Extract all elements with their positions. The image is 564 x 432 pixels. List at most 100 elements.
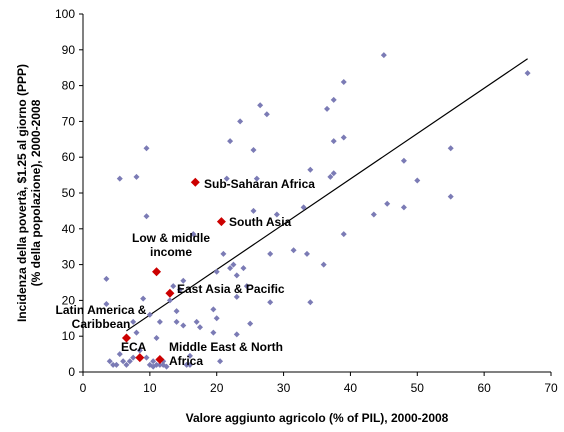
country-point bbox=[166, 297, 173, 304]
country-point bbox=[163, 363, 170, 370]
country-point bbox=[176, 286, 183, 293]
x-tick-label: 20 bbox=[210, 381, 224, 395]
country-point bbox=[400, 204, 407, 211]
region-label-line: ECA bbox=[121, 340, 147, 354]
country-point bbox=[210, 306, 217, 313]
x-tick-label: 60 bbox=[477, 381, 491, 395]
y-axis-title-line: Incidenza della povertà, $1.25 al giorno… bbox=[15, 64, 29, 322]
country-point bbox=[340, 79, 347, 86]
y-axis-title: Incidenza della povertà, $1.25 al giorno… bbox=[15, 64, 43, 322]
country-point bbox=[193, 318, 200, 325]
country-point bbox=[330, 138, 337, 145]
x-axis-title: Valore aggiunto agricolo (% of PIL), 200… bbox=[186, 411, 449, 425]
y-tick-label: 50 bbox=[62, 186, 76, 200]
country-point bbox=[153, 334, 160, 341]
country-point bbox=[116, 175, 123, 182]
country-point bbox=[230, 261, 237, 268]
region-label-lac: Latin America & Caribbean bbox=[56, 303, 147, 331]
country-point bbox=[263, 111, 270, 118]
country-point bbox=[190, 231, 197, 238]
country-point bbox=[126, 358, 133, 365]
y-tick-label: 20 bbox=[62, 293, 76, 307]
trendline bbox=[126, 58, 528, 332]
y-tick-label: 0 bbox=[68, 365, 75, 379]
trendline-layer bbox=[126, 58, 528, 332]
country-point bbox=[307, 166, 314, 173]
country-point bbox=[173, 308, 180, 315]
country-point bbox=[103, 275, 110, 282]
x-tick-labels: 0 10 20 30 40 50 60 70 bbox=[80, 381, 558, 395]
region-point bbox=[165, 288, 175, 298]
country-point bbox=[186, 352, 193, 359]
region-label-line: Africa bbox=[169, 354, 203, 368]
country-point bbox=[324, 105, 331, 112]
region-point bbox=[216, 217, 226, 227]
region-label-line: Sub-Saharan Africa bbox=[204, 177, 315, 191]
country-point bbox=[303, 250, 310, 257]
y-tick-label: 30 bbox=[62, 258, 76, 272]
country-point bbox=[253, 175, 260, 182]
country-point bbox=[173, 318, 180, 325]
country-point bbox=[210, 329, 217, 336]
region-label-line: Low & middle bbox=[132, 231, 210, 245]
region-points bbox=[121, 177, 226, 364]
country-point bbox=[170, 283, 177, 290]
country-point bbox=[290, 247, 297, 254]
region-point bbox=[190, 177, 200, 187]
country-point bbox=[250, 207, 257, 214]
country-point bbox=[133, 173, 140, 180]
y-axis-title-line: (% della popolazione), 2000-2008 bbox=[29, 99, 43, 286]
country-point bbox=[156, 318, 163, 325]
region-point bbox=[155, 354, 165, 364]
region-point bbox=[152, 267, 162, 277]
country-point bbox=[156, 361, 163, 368]
country-point bbox=[227, 138, 234, 145]
country-point bbox=[447, 145, 454, 152]
country-point bbox=[186, 361, 193, 368]
country-point bbox=[146, 311, 153, 318]
x-tick-label: 50 bbox=[411, 381, 425, 395]
country-point bbox=[414, 177, 421, 184]
y-tick-label: 100 bbox=[55, 7, 75, 21]
country-point bbox=[380, 52, 387, 59]
country-point bbox=[267, 250, 274, 257]
country-point bbox=[250, 147, 257, 154]
country-point bbox=[273, 211, 280, 218]
country-point bbox=[220, 250, 227, 257]
region-label-line: South Asia bbox=[229, 215, 292, 229]
country-point bbox=[130, 354, 137, 361]
region-label-line: Caribbean bbox=[72, 317, 131, 331]
country-point bbox=[320, 261, 327, 268]
region-label-sa: South Asia bbox=[229, 215, 292, 229]
country-point bbox=[243, 283, 250, 290]
country-point bbox=[330, 170, 337, 177]
country-point bbox=[106, 358, 113, 365]
country-point bbox=[130, 318, 137, 325]
country-point bbox=[223, 175, 230, 182]
region-label-mena: Middle East & North Africa bbox=[169, 340, 283, 368]
country-point bbox=[150, 358, 157, 365]
country-point bbox=[227, 265, 234, 272]
country-point bbox=[447, 193, 454, 200]
country-point bbox=[257, 102, 264, 109]
y-tick-label: 90 bbox=[62, 43, 76, 57]
country-point bbox=[153, 361, 160, 368]
region-label-lmi: Low & middle income bbox=[132, 231, 210, 259]
country-point bbox=[300, 204, 307, 211]
country-point bbox=[113, 361, 120, 368]
x-tick-label: 40 bbox=[344, 381, 358, 395]
region-point bbox=[121, 333, 131, 343]
country-point bbox=[237, 118, 244, 125]
region-label-line: East Asia & Pacific bbox=[177, 282, 285, 296]
country-point bbox=[340, 134, 347, 141]
country-point bbox=[180, 322, 187, 329]
country-point bbox=[143, 213, 150, 220]
country-point bbox=[247, 320, 254, 327]
country-point bbox=[240, 265, 247, 272]
country-point bbox=[116, 351, 123, 358]
country-point bbox=[370, 211, 377, 218]
country-point bbox=[267, 299, 274, 306]
country-point bbox=[340, 231, 347, 238]
region-label-line: Latin America & bbox=[56, 303, 147, 317]
country-point bbox=[133, 329, 140, 336]
